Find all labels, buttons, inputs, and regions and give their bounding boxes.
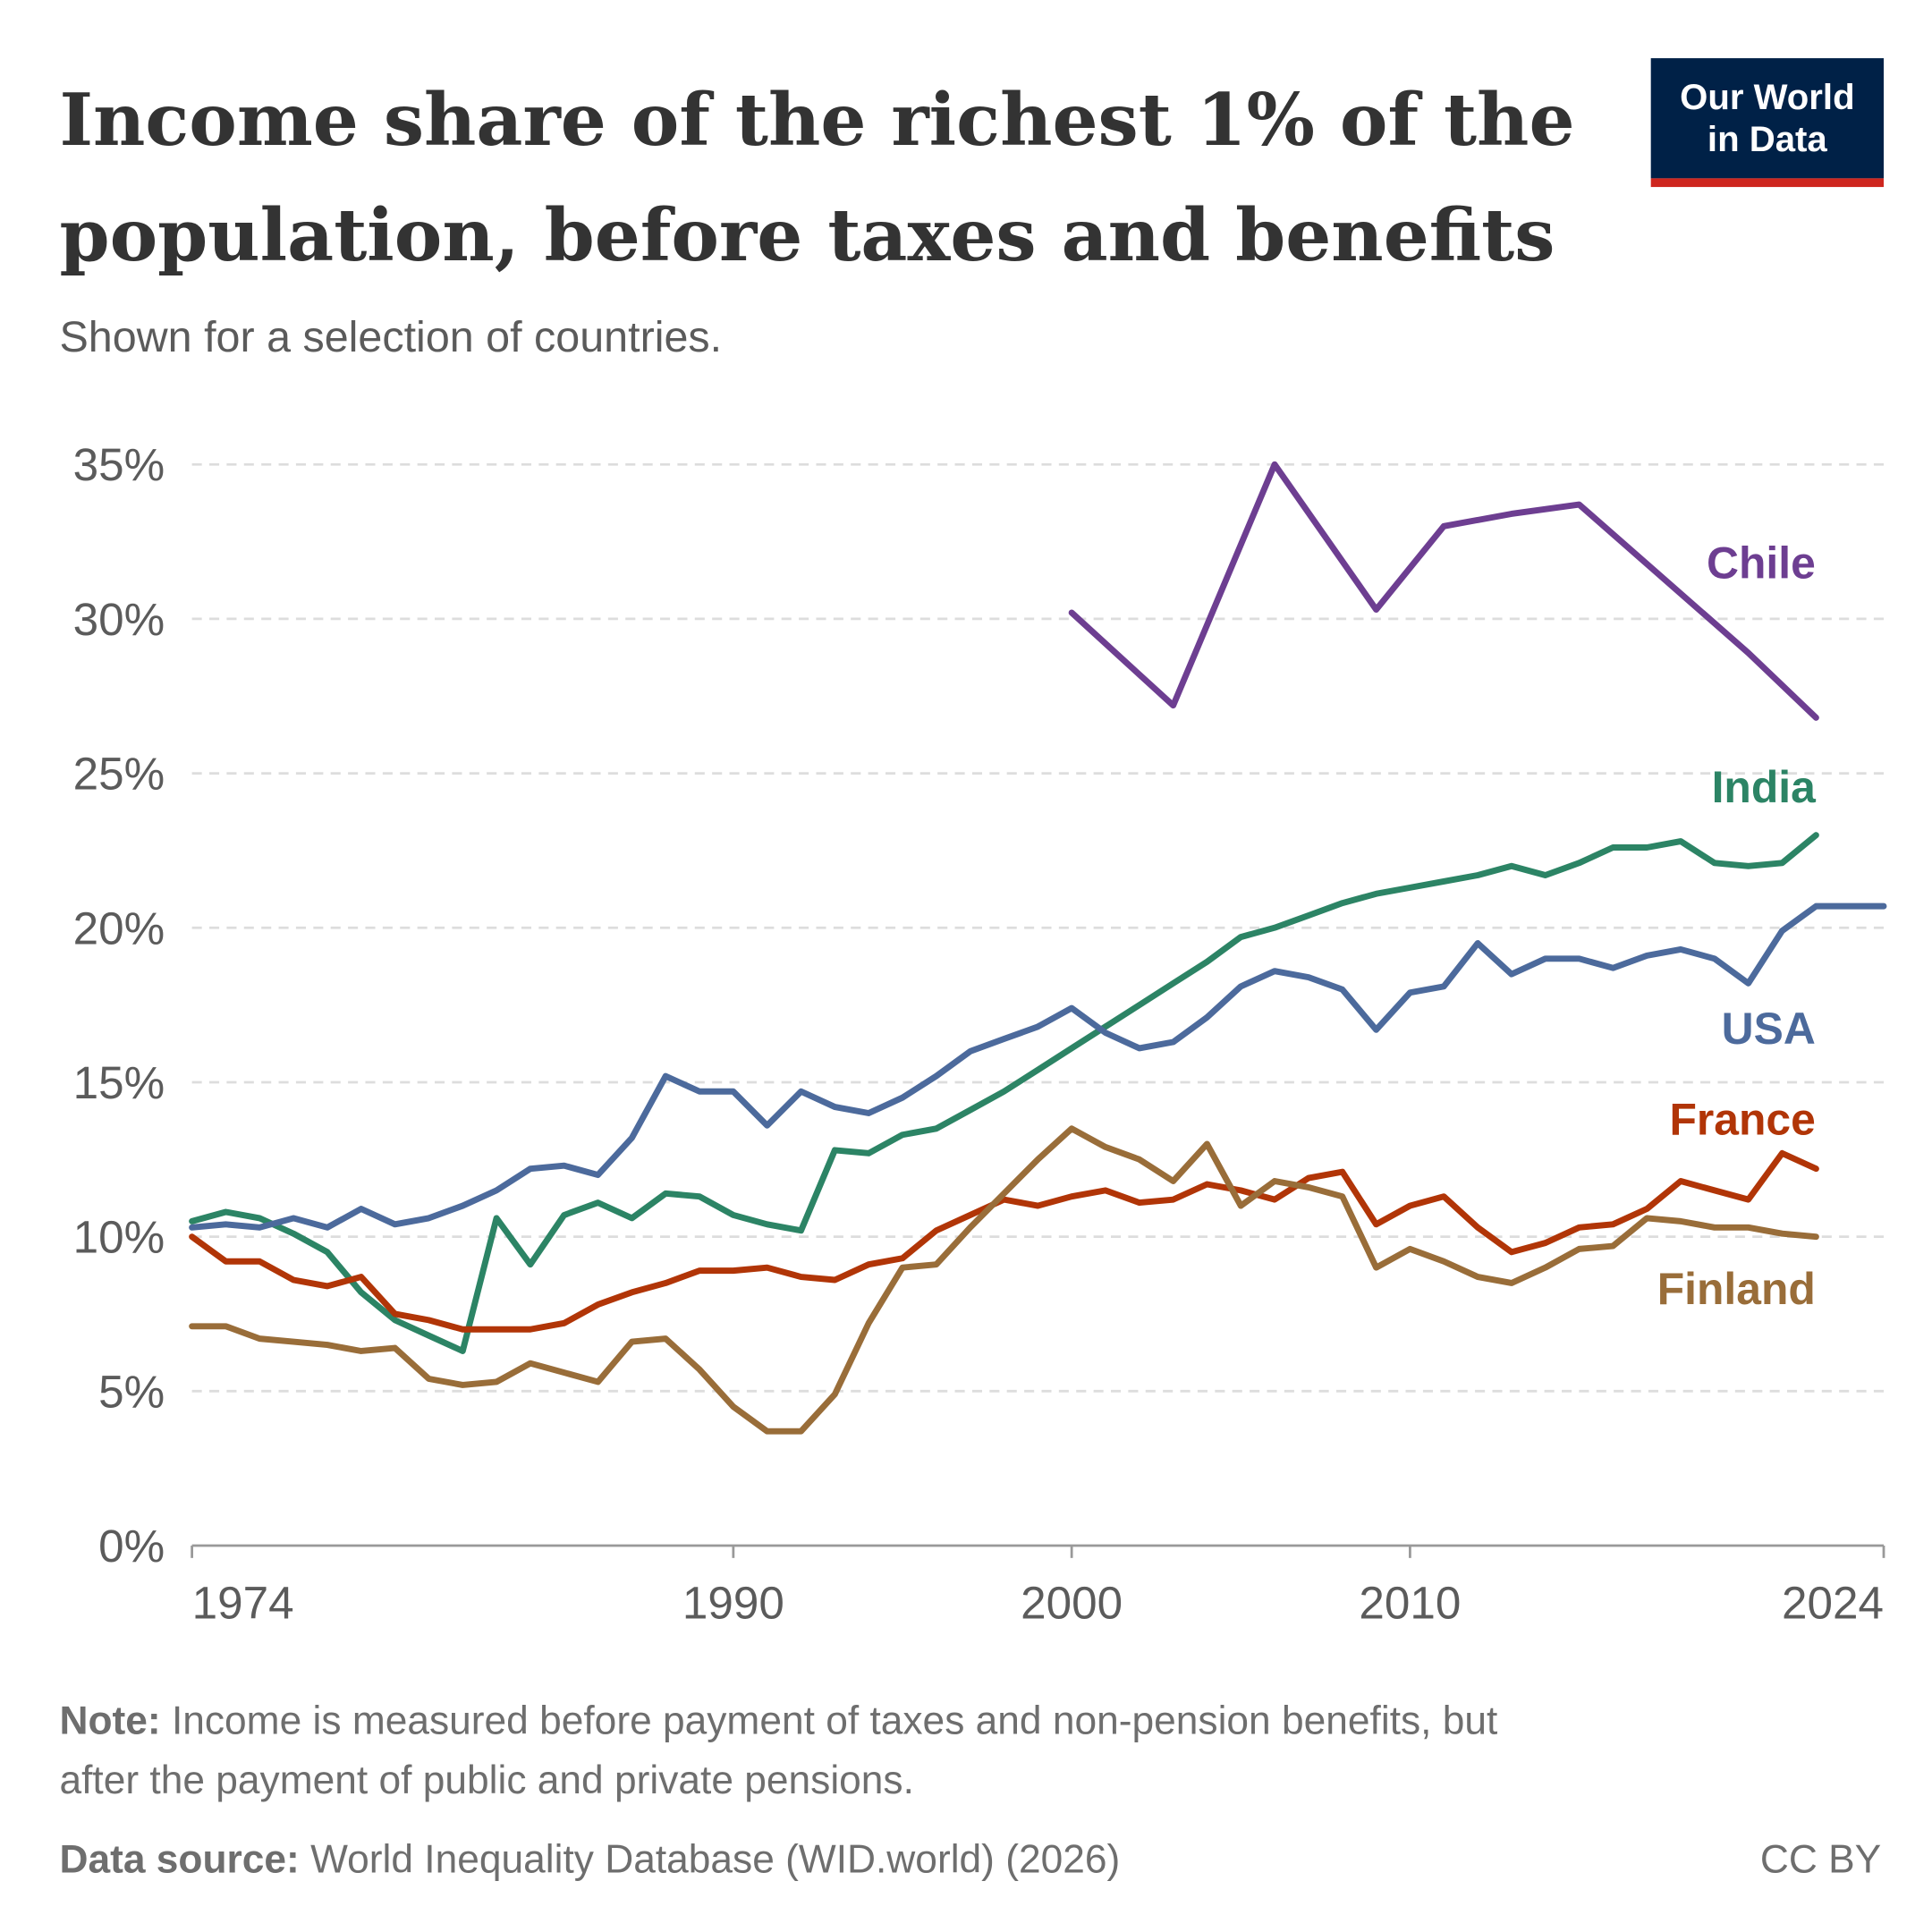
series-labels: Chile India USA France Finland <box>1657 538 1817 1314</box>
y-tick-label: 25% <box>73 749 165 800</box>
license[interactable]: CC BY <box>1760 1838 1881 1882</box>
chart-subtitle: Shown for a selection of countries. <box>59 313 722 361</box>
x-tick-label: 2010 <box>1359 1578 1461 1629</box>
owid-logo[interactable]: Our World in Data <box>1650 58 1884 188</box>
note-text: Income is measured before payment of tax… <box>161 1699 1498 1742</box>
note-line2: after the payment of public and private … <box>59 1758 913 1802</box>
x-tick-label: 2000 <box>1021 1578 1123 1629</box>
gridlines <box>191 462 1884 1393</box>
series-line-finland[interactable] <box>189 1125 1819 1435</box>
y-tick-label: 15% <box>73 1057 165 1108</box>
x-tick-label: 1990 <box>682 1578 784 1629</box>
source-label: Data source: <box>59 1838 299 1882</box>
y-tick-label: 35% <box>73 439 165 490</box>
y-tick-label: 30% <box>73 594 165 645</box>
logo-text-line2: in Data <box>1707 119 1828 159</box>
logo-red-bar <box>1650 178 1884 188</box>
series-line-india[interactable] <box>189 832 1819 1354</box>
y-tick-label: 5% <box>98 1366 165 1417</box>
y-tick-label: 0% <box>98 1521 165 1572</box>
series-line-usa[interactable] <box>189 902 1887 1231</box>
x-tick-label: 1974 <box>192 1578 294 1629</box>
series-label-india[interactable]: India <box>1712 762 1818 812</box>
series-label-france[interactable]: France <box>1669 1094 1815 1144</box>
chart-title-line1: Income share of the richest 1% of the <box>59 78 1574 162</box>
chart-title-line2: population, before taxes and benefits <box>59 193 1555 277</box>
note-label: Note: <box>59 1699 160 1742</box>
data-source: Data source: World Inequality Database (… <box>59 1838 1120 1882</box>
series-line-france[interactable] <box>189 1149 1819 1333</box>
series-lines <box>189 461 1887 1435</box>
series-line-chile[interactable] <box>1068 461 1819 721</box>
y-axis: 0% 5% 10% 15% 20% 25% 30% 35% <box>73 439 165 1572</box>
source-text[interactable]: World Inequality Database (WID.world) (2… <box>300 1838 1120 1882</box>
series-label-usa[interactable]: USA <box>1722 1004 1816 1054</box>
note-line1: Note: Income is measured before payment … <box>59 1699 1497 1742</box>
series-label-finland[interactable]: Finland <box>1657 1264 1816 1314</box>
logo-text-line1: Our World <box>1680 77 1855 117</box>
x-tick-label: 2024 <box>1782 1578 1884 1629</box>
y-tick-label: 10% <box>73 1212 165 1263</box>
logo-background <box>1650 58 1884 179</box>
series-label-chile[interactable]: Chile <box>1707 538 1816 589</box>
y-tick-label: 20% <box>73 902 165 953</box>
x-axis: 1974 1990 2000 2010 2024 <box>191 1544 1885 1629</box>
